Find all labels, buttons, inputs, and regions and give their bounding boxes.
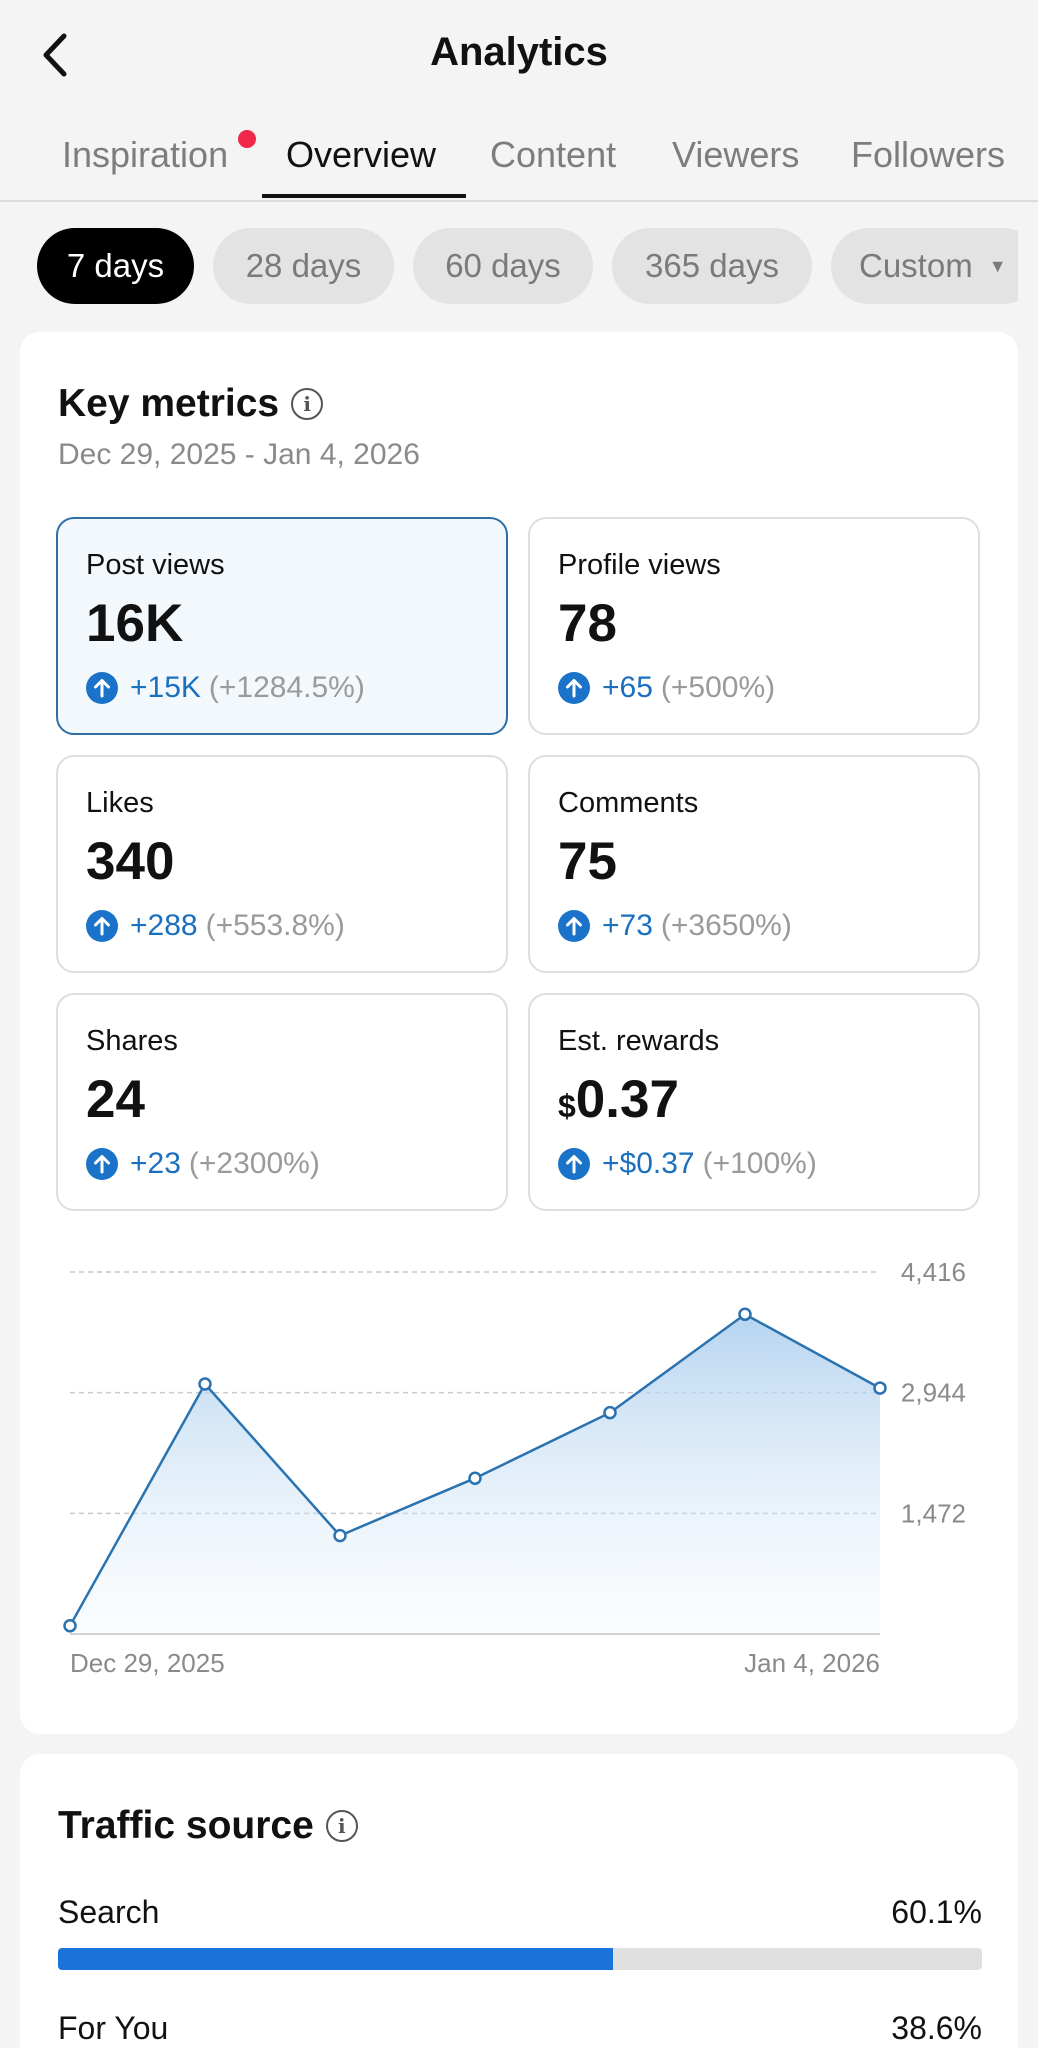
traffic-bar-fill [58,1948,614,1970]
metric-delta: +73 [602,909,653,942]
currency-symbol: $ [558,1088,576,1124]
range-chip-60-days[interactable]: 60 days [413,228,593,304]
metric-percent: (+100%) [702,1147,817,1180]
key-metrics-title: Key metrics [58,382,280,425]
metric-change: +65 (+500%) [558,671,775,705]
metric-percent: (+2300%) [188,1147,320,1180]
arrow-up-icon [86,1148,118,1180]
metric-label: Profile views [558,549,721,581]
info-icon[interactable]: i [291,388,324,420]
chart-data-point[interactable] [603,1405,617,1420]
active-tab-indicator [262,194,466,198]
metric-amount: 0.37 [575,1070,679,1129]
traffic-source-percent: 38.6% [891,2010,982,2046]
chip-label: 28 days [245,247,362,284]
chart-data-point[interactable] [198,1377,212,1391]
metric-profile-views[interactable]: Profile views 78 +65 (+500%) [528,517,980,735]
metric-value: 24 [86,1070,145,1129]
x-tick-label: Jan 4, 2026 [744,1648,880,1678]
y-tick-label: 4,416 [901,1257,966,1287]
chart-data-point[interactable] [873,1381,887,1395]
metric-value: 16K [86,594,184,653]
metric-delta: +15K [130,671,201,704]
key-metrics-heading: Key metrics i [58,382,324,426]
metric-percent: (+3650%) [660,909,792,942]
tab-followers[interactable]: Followers [851,134,1006,175]
arrow-up-icon [558,910,590,942]
header: Analytics [0,0,1038,110]
key-metrics-card: Key metrics i Dec 29, 2025 - Jan 4, 2026… [20,332,1018,1734]
metric-label: Shares [86,1025,178,1057]
arrow-up-icon [558,672,590,704]
metric-delta: +288 [130,909,198,942]
caret-down-icon: ▼ [988,255,1007,276]
chip-label: 7 days [66,247,165,284]
range-chip-28-days[interactable]: 28 days [213,228,394,304]
metric-est-rewards[interactable]: Est. rewards $0.37 +$0.37 (+100%) [528,993,980,1211]
metric-percent: (+553.8%) [205,909,345,942]
notification-dot [238,130,256,148]
range-chip-custom[interactable]: Custom ▼ [831,228,1018,304]
tab-inspiration[interactable]: Inspiration [62,134,229,175]
info-icon[interactable]: i [325,1810,358,1842]
arrow-up-icon [86,672,118,704]
traffic-source-name: For You [58,2010,169,2046]
back-button[interactable] [30,28,80,82]
metric-value: 75 [558,832,617,891]
chip-label: 60 days [445,247,561,284]
metric-change: +$0.37 (+100%) [558,1147,817,1181]
metric-label: Comments [558,787,699,819]
metric-delta: +$0.37 [602,1147,695,1180]
traffic-bar-search [58,1948,982,1970]
chart-data-point[interactable] [333,1528,347,1543]
traffic-source-percent: 60.1% [891,1894,982,1930]
arrow-up-icon [558,1148,590,1180]
chart-data-point[interactable] [468,1471,482,1485]
y-tick-label: 2,944 [901,1378,966,1408]
metric-value: 78 [558,594,617,653]
chip-label: 365 days [645,247,779,284]
metric-change: +15K (+1284.5%) [86,671,365,705]
tab-overview[interactable]: Overview [286,134,437,175]
tab-content[interactable]: Content [490,134,617,175]
metric-shares[interactable]: Shares 24 +23 (+2300%) [56,993,508,1211]
metric-change: +288 (+553.8%) [86,909,345,943]
metric-post-views[interactable]: Post views 16K +15K (+1284.5%) [56,517,508,735]
metric-label: Post views [86,549,225,581]
metric-delta: +23 [130,1147,181,1180]
arrow-up-icon [86,910,118,942]
tab-viewers[interactable]: Viewers [672,134,800,175]
traffic-source-card: Traffic source i Search 60.1% For You 38… [20,1754,1018,2048]
range-chip-365-days[interactable]: 365 days [612,228,812,304]
date-range-selector: 7 days 28 days 60 days 365 days Custom ▼ [0,228,1018,306]
metric-percent: (+1284.5%) [208,671,365,704]
metric-change: +73 (+3650%) [558,909,792,943]
metric-value: $0.37 [558,1069,679,1130]
chevron-left-icon [43,33,67,77]
chip-label: Custom [859,247,973,284]
x-tick-label: Dec 29, 2025 [70,1648,225,1678]
y-tick-label: 1,472 [901,1498,966,1528]
date-range-label: Dec 29, 2025 - Jan 4, 2026 [58,438,420,471]
chart-data-point[interactable] [738,1307,752,1322]
post-views-chart[interactable]: 4,416 2,944 1,472 Dec 29, 2025 Jan 4, 2026 [20,332,1018,1734]
metric-change: +23 (+2300%) [86,1147,320,1181]
chart-data-point[interactable] [63,1619,77,1633]
metric-label: Likes [86,787,154,819]
page-title: Analytics [430,30,608,74]
range-chip-7-days[interactable]: 7 days [37,228,194,304]
traffic-source-title: Traffic source [58,1804,314,1847]
tab-bar: Inspiration Overview Content Viewers Fol… [0,120,1038,202]
metric-delta: +65 [602,671,653,704]
traffic-source-name: Search [58,1894,160,1930]
chart-area-fill [70,1314,880,1634]
traffic-source-heading: Traffic source i [58,1804,358,1848]
metric-value: 340 [86,832,175,891]
metric-comments[interactable]: Comments 75 +73 (+3650%) [528,755,980,973]
metric-likes[interactable]: Likes 340 +288 (+553.8%) [56,755,508,973]
metric-percent: (+500%) [660,671,776,704]
metric-label: Est. rewards [558,1025,720,1057]
